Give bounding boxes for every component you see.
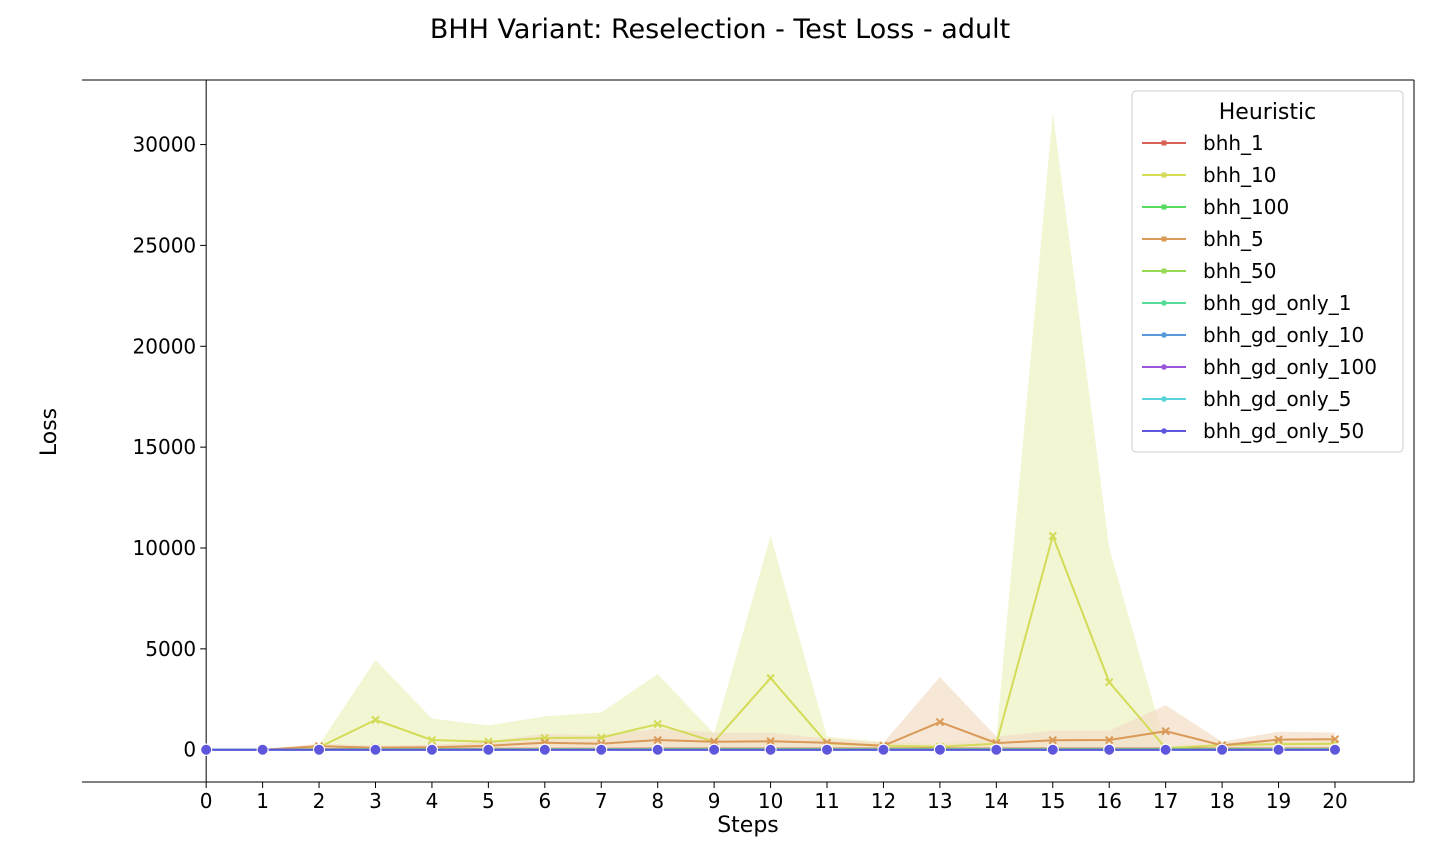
- x-tick-label: 6: [538, 789, 551, 813]
- x-tick-label: 17: [1153, 789, 1178, 813]
- legend-label-bhh_10: bhh_10: [1203, 163, 1277, 187]
- point-bhh_10: [371, 715, 380, 725]
- point-bhh_gd_only_50: [990, 743, 1003, 756]
- point-bhh_gd_only_50: [1272, 743, 1285, 756]
- legend-label-bhh_gd_only_5: bhh_gd_only_5: [1203, 387, 1351, 411]
- x-tick-label: 19: [1266, 789, 1291, 813]
- legend-marker-bhh_50: [1161, 268, 1167, 274]
- point-bhh_gd_only_50: [595, 743, 608, 756]
- x-tick-label: 14: [984, 789, 1009, 813]
- point-bhh_gd_only_50: [1103, 743, 1116, 756]
- point-bhh_gd_only_50: [313, 743, 326, 756]
- legend: Heuristic bhh_1 bhh_10 bhh_100 bhh_5 bhh_50bh…: [1131, 90, 1404, 453]
- x-tick-label: 1: [256, 789, 269, 813]
- point-bhh_10: [653, 719, 662, 729]
- point-bhh_5: [1274, 735, 1283, 744]
- x-tick-label: 9: [708, 789, 721, 813]
- legend-label-bhh_gd_only_1: bhh_gd_only_1: [1203, 291, 1351, 315]
- y-tick-label: 10000: [133, 536, 197, 560]
- point-bhh_gd_only_50: [1159, 743, 1172, 756]
- x-tick-label: 16: [1096, 789, 1121, 813]
- axes: 0 1 2 3 4 5 6 7 8 9 10 11 12 13 14 15 16 17 18 19 2005000100…: [82, 79, 1415, 813]
- point-bhh_gd_only_50: [1328, 743, 1341, 756]
- x-tick-label: 11: [814, 789, 839, 813]
- chart-title: BHH Variant: Reselection - Test Loss - a…: [430, 14, 1010, 45]
- point-bhh_5: [709, 737, 719, 746]
- point-bhh_gd_only_50: [708, 743, 721, 756]
- point-bhh_gd_only_50: [538, 743, 551, 756]
- legend-label-bhh_5: bhh_5: [1203, 227, 1264, 251]
- x-tick-label: 8: [651, 789, 664, 813]
- point-bhh_gd_only_50: [651, 743, 664, 756]
- x-axis-label: Steps: [717, 813, 779, 838]
- y-tick-label: 0: [183, 738, 196, 762]
- point-bhh_gd_only_50: [877, 743, 890, 756]
- x-tick-label: 4: [426, 789, 439, 813]
- point-bhh_gd_only_50: [764, 743, 777, 756]
- point-bhh_10: [1105, 677, 1114, 687]
- point-bhh_gd_only_50: [933, 743, 946, 756]
- y-axis-label: Loss: [37, 408, 62, 456]
- x-tick-label: 13: [927, 789, 952, 813]
- band-bhh_10: [206, 112, 1336, 750]
- point-bhh_gd_only_50: [1216, 743, 1229, 756]
- legend-marker-bhh_gd_only_50: [1161, 428, 1167, 434]
- point-bhh_gd_only_50: [1046, 743, 1059, 756]
- legend-marker-bhh_gd_only_5: [1161, 396, 1167, 402]
- x-tick-label: 10: [758, 789, 783, 813]
- legend-marker-bhh_gd_only_100: [1161, 364, 1167, 370]
- point-bhh_5: [1330, 735, 1340, 744]
- legend-marker-bhh_100: [1161, 204, 1167, 210]
- legend-marker-bhh_gd_only_1: [1161, 300, 1167, 306]
- x-tick-label: 15: [1040, 789, 1065, 813]
- legend-label-bhh_gd_only_100: bhh_gd_only_100: [1203, 355, 1377, 379]
- x-tick-label: 20: [1322, 789, 1347, 813]
- point-bhh_10: [1048, 531, 1057, 541]
- y-tick-label: 20000: [133, 334, 197, 358]
- point-bhh_gd_only_50: [821, 743, 834, 756]
- point-bhh_10: [427, 735, 437, 745]
- point-bhh_10: [766, 673, 775, 683]
- x-tick-label: 0: [200, 789, 213, 813]
- legend-label-bhh_100: bhh_100: [1203, 195, 1289, 219]
- x-tick-label: 7: [595, 789, 608, 813]
- x-tick-label: 2: [313, 789, 326, 813]
- legend-title: Heuristic: [1219, 100, 1316, 125]
- legend-frame: [1131, 90, 1404, 453]
- y-tick-label: 30000: [133, 133, 197, 157]
- point-bhh_5: [1048, 736, 1057, 745]
- y-tick-label: 25000: [133, 233, 197, 257]
- legend-marker-bhh_gd_only_10: [1161, 332, 1167, 338]
- x-tick-label: 3: [369, 789, 382, 813]
- x-tick-label: 5: [482, 789, 495, 813]
- point-bhh_gd_only_50: [256, 743, 269, 756]
- legend-marker-bhh_5: [1161, 236, 1167, 242]
- x-tick-label: 12: [871, 789, 896, 813]
- point-bhh_5: [766, 737, 775, 746]
- x-tick-label: 18: [1209, 789, 1234, 813]
- confidence-bands: [206, 112, 1336, 750]
- legend-marker-bhh_1: [1161, 140, 1167, 146]
- point-bhh_5: [935, 717, 945, 727]
- point-bhh_gd_only_50: [369, 743, 382, 756]
- point-bhh_5: [1161, 726, 1170, 736]
- point-bhh_5: [1105, 735, 1114, 745]
- legend-label-bhh_gd_only_10: bhh_gd_only_10: [1203, 323, 1364, 347]
- point-bhh_gd_only_50: [200, 743, 213, 756]
- point-bhh_gd_only_50: [482, 743, 495, 756]
- y-tick-label: 5000: [145, 637, 196, 661]
- band-bhh_5: [206, 677, 1336, 750]
- point-bhh_gd_only_50: [425, 743, 438, 756]
- legend-marker-bhh_10: [1161, 172, 1167, 178]
- legend-label-bhh_gd_only_50: bhh_gd_only_50: [1203, 419, 1364, 443]
- legend-label-bhh_1: bhh_1: [1203, 131, 1264, 155]
- series-lines: [200, 531, 1341, 756]
- y-tick-label: 15000: [133, 435, 197, 459]
- legend-label-bhh_50: bhh_50: [1203, 259, 1277, 283]
- point-bhh_5: [653, 735, 662, 745]
